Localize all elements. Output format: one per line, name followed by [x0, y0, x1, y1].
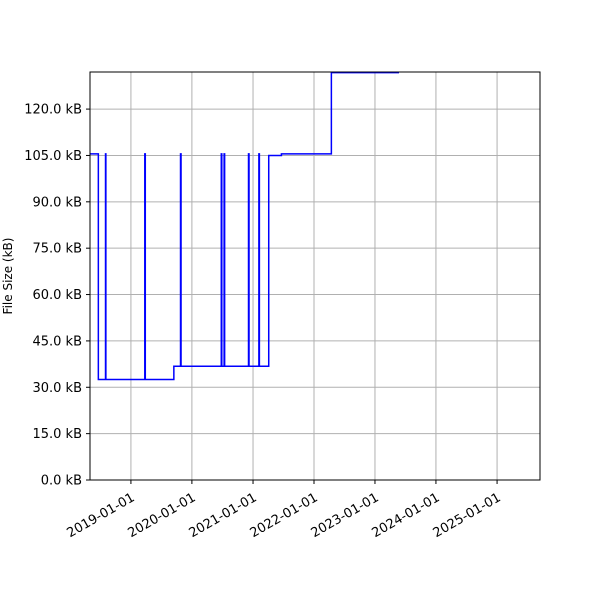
y-tick-label: 30.0 kB: [32, 381, 82, 396]
y-tick-label: 15.0 kB: [32, 427, 82, 442]
grid-lines: [90, 72, 540, 481]
y-axis: 0.0 kB 15.0 kB 30.0 kB 45.0 kB 60.0 kB 75.0 k…: [24, 103, 90, 489]
y-tick-label: 90.0 kB: [32, 195, 82, 210]
file-size-series-line: [90, 72, 400, 381]
y-tick-label: 45.0 kB: [32, 334, 82, 349]
y-tick-label: 75.0 kB: [32, 242, 82, 257]
y-tick-label: 105.0 kB: [24, 149, 82, 164]
y-tick-label: 60.0 kB: [32, 288, 82, 303]
y-axis-label: File Size (kB): [1, 238, 15, 315]
plot-area: [90, 72, 400, 381]
axes-frame: [89, 71, 541, 481]
y-tick-label: 0.0 kB: [41, 474, 82, 489]
y-tick-label: 120.0 kB: [24, 103, 82, 118]
